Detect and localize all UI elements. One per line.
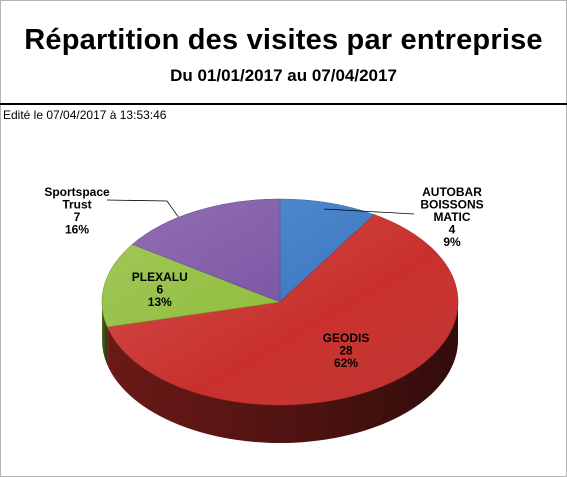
- pie-top-highlight: [102, 199, 458, 405]
- edited-timestamp: Edité le 07/04/2017 à 13:53:46: [3, 108, 167, 122]
- slice-label-line: 4: [449, 223, 456, 237]
- report-title: Répartition des visites par entreprise: [24, 24, 543, 56]
- slice-label-line: 28: [339, 344, 353, 358]
- slice-label-line: Sportspace: [44, 185, 110, 199]
- slice-label-line: 16%: [65, 223, 89, 237]
- slice-label-line: GEODIS: [323, 331, 370, 345]
- slice-label-line: MATIC: [433, 210, 470, 224]
- slice-label-line: AUTOBAR: [422, 185, 482, 199]
- slice-label-line: 9%: [443, 235, 461, 249]
- leader-line-sportspace-trust: [106, 199, 179, 218]
- slice-label-line: Trust: [62, 198, 91, 212]
- slice-label-line: 7: [74, 210, 81, 224]
- slice-label-plexalu: PLEXALU 6 13%: [132, 270, 188, 309]
- pie-side-plexalu-shading: [102, 302, 108, 365]
- slice-label-line: 62%: [334, 356, 358, 370]
- slice-label-sportspace-trust: Sportspace Trust 7 16%: [44, 185, 110, 237]
- slice-label-line: PLEXALU: [132, 270, 188, 284]
- slice-label-autobar-boissons-matic: AUTOBAR BOISSONS MATIC 4 9%: [420, 185, 483, 249]
- slice-label-geodis: GEODIS 28 62%: [323, 331, 370, 370]
- slice-label-line: 13%: [148, 295, 172, 309]
- report-date-range: Du 01/01/2017 au 07/04/2017: [170, 66, 397, 85]
- slice-label-line: BOISSONS: [420, 198, 483, 212]
- leader-line-autobar-boissons-matic: [324, 208, 415, 215]
- slice-label-line: 6: [156, 283, 163, 297]
- header-divider: [0, 103, 567, 105]
- pie-side-geodis-shading: [107, 302, 459, 444]
